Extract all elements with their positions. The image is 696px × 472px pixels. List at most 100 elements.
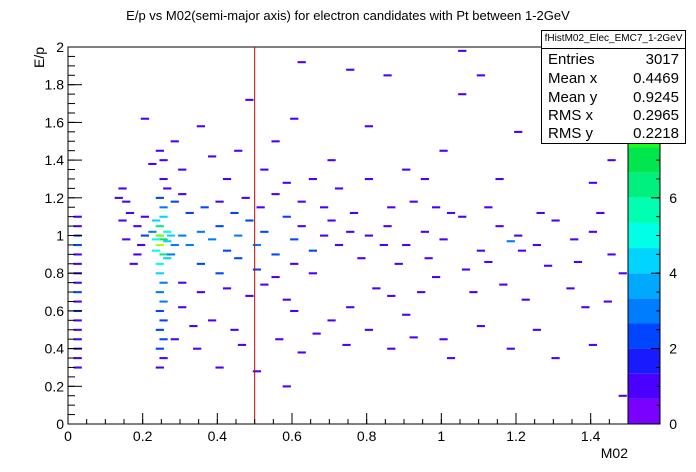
colorbar-segment bbox=[628, 197, 660, 223]
heatmap-cell bbox=[155, 196, 164, 199]
y-tick-label: 1.2 bbox=[45, 190, 65, 206]
z-tick-label: 2 bbox=[669, 341, 677, 357]
heatmap-cell bbox=[155, 262, 164, 265]
heatmap-cell bbox=[170, 140, 179, 143]
heatmap-cell bbox=[159, 357, 168, 360]
heatmap-cell bbox=[607, 253, 616, 256]
y-axis-label: E/p bbox=[31, 47, 47, 68]
heatmap-cell bbox=[159, 178, 168, 181]
heatmap-cell bbox=[618, 394, 627, 397]
heatmap-cell bbox=[114, 196, 123, 199]
heatmap-cell bbox=[252, 370, 262, 373]
heatmap-cell bbox=[196, 291, 206, 294]
colorbar-segment bbox=[628, 172, 660, 198]
heatmap-cell bbox=[506, 347, 515, 350]
heatmap-cell bbox=[484, 206, 493, 209]
heatmap-cell bbox=[230, 328, 239, 331]
stats-row-rms-y: RMS y 0.2218 bbox=[548, 124, 679, 143]
heatmap-cell bbox=[544, 264, 553, 267]
heatmap-cell bbox=[469, 291, 478, 294]
heatmap-cell bbox=[178, 306, 187, 309]
heatmap-cell bbox=[163, 240, 172, 243]
stats-key: Mean y bbox=[548, 89, 598, 106]
heatmap-cell bbox=[346, 230, 355, 233]
heatmap-cell bbox=[222, 249, 232, 252]
heatmap-cell bbox=[155, 347, 164, 350]
heatmap-cell bbox=[178, 281, 187, 284]
heatmap-cell bbox=[476, 325, 486, 328]
colorbar-segment bbox=[628, 373, 660, 399]
heatmap-cell bbox=[73, 366, 82, 369]
heatmap-cell bbox=[256, 206, 265, 209]
colorbar-segment bbox=[628, 398, 660, 424]
heatmap-cell bbox=[152, 249, 161, 252]
heatmap-cell bbox=[271, 193, 280, 196]
heatmap-cell bbox=[155, 243, 164, 247]
heatmap-cell bbox=[215, 366, 224, 369]
x-tick-label: 1.2 bbox=[506, 428, 526, 444]
y-tick-label: 0 bbox=[56, 416, 64, 432]
heatmap-cell bbox=[73, 291, 82, 294]
y-tick-label: 1 bbox=[56, 228, 64, 244]
heatmap-cell bbox=[260, 230, 269, 233]
heatmap-cell bbox=[588, 181, 598, 184]
heatmap-cell bbox=[379, 243, 388, 247]
heatmap-cell bbox=[383, 225, 392, 228]
heatmap-cell bbox=[122, 200, 131, 203]
heatmap-cell bbox=[618, 272, 627, 275]
heatmap-cell bbox=[73, 253, 82, 256]
heatmap-cell bbox=[573, 260, 583, 264]
heatmap-cell bbox=[364, 234, 374, 237]
heatmap-cell bbox=[200, 206, 209, 209]
heatmap-cell bbox=[290, 238, 299, 241]
stats-row-mean-x: Mean x 0.4469 bbox=[548, 69, 679, 88]
heatmap-cell bbox=[346, 68, 355, 71]
heatmap-cell bbox=[148, 162, 157, 166]
stats-title: fHistM02_Elec_EMC7_1-2GeV bbox=[542, 31, 685, 49]
heatmap-cell bbox=[308, 249, 318, 252]
heatmap-cell bbox=[215, 225, 224, 228]
heatmap-cell bbox=[327, 159, 336, 162]
heatmap-cell bbox=[334, 187, 344, 190]
heatmap-cell bbox=[148, 230, 157, 233]
y-tick-label: 0.2 bbox=[45, 378, 65, 394]
heatmap-cell bbox=[241, 196, 250, 199]
heatmap-cell bbox=[118, 219, 127, 222]
heatmap-cell bbox=[495, 178, 504, 181]
heatmap-cell bbox=[196, 125, 206, 128]
x-tick-label: 0.2 bbox=[133, 428, 153, 444]
heatmap-cell bbox=[155, 309, 164, 313]
colorbar-segment bbox=[628, 222, 660, 249]
heatmap-cell bbox=[170, 338, 179, 341]
stats-key: Mean x bbox=[548, 70, 598, 87]
heatmap-cell bbox=[260, 168, 269, 171]
heatmap-cell bbox=[159, 206, 168, 209]
x-tick-label: 0 bbox=[64, 428, 72, 444]
heatmap-cell bbox=[73, 328, 82, 331]
heatmap-cell bbox=[297, 225, 306, 228]
heatmap-cell bbox=[155, 272, 164, 275]
heatmap-cell bbox=[402, 313, 411, 316]
heatmap-cell bbox=[409, 336, 418, 339]
heatmap-cell bbox=[178, 234, 187, 237]
colorbar-segment bbox=[628, 323, 660, 349]
heatmap-cell bbox=[252, 243, 262, 247]
heatmap-cell bbox=[170, 243, 179, 247]
heatmap-cell bbox=[570, 238, 579, 241]
colorbar-segment bbox=[628, 298, 660, 324]
heatmap-cell bbox=[409, 200, 418, 203]
heatmap-cell bbox=[159, 253, 168, 256]
heatmap-cell bbox=[237, 343, 247, 346]
heatmap-cell bbox=[245, 219, 254, 222]
heatmap-cell bbox=[297, 200, 306, 203]
heatmap-cell bbox=[185, 211, 194, 215]
heatmap-cell bbox=[357, 257, 366, 260]
heatmap-cell bbox=[163, 230, 172, 233]
heatmap-cell bbox=[234, 234, 243, 237]
y-tick-label: 0.6 bbox=[45, 303, 65, 319]
heatmap-cell bbox=[499, 283, 508, 286]
z-tick-label: 0 bbox=[669, 416, 677, 432]
heatmap-cell bbox=[234, 257, 243, 260]
heatmap-cell bbox=[346, 306, 355, 309]
colorbar-segment bbox=[628, 273, 660, 299]
